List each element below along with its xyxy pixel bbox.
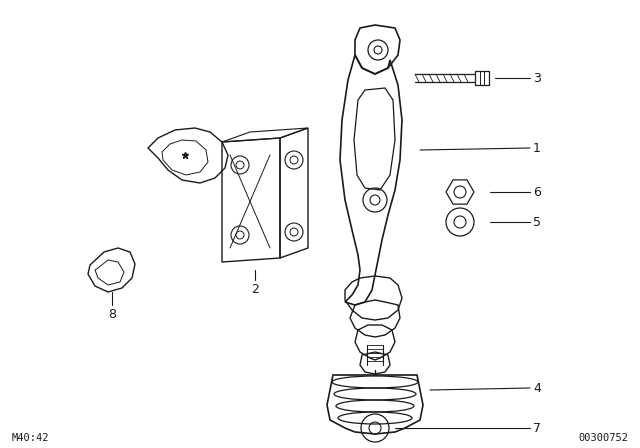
Text: 7: 7 <box>533 422 541 435</box>
Text: M40:42: M40:42 <box>12 433 49 443</box>
Text: 1: 1 <box>533 142 541 155</box>
Text: 8: 8 <box>108 308 116 321</box>
Text: 4: 4 <box>533 382 541 395</box>
Text: 3: 3 <box>533 72 541 85</box>
Text: 6: 6 <box>533 185 541 198</box>
Text: 5: 5 <box>533 215 541 228</box>
Text: 00300752: 00300752 <box>578 433 628 443</box>
Text: 2: 2 <box>251 283 259 296</box>
